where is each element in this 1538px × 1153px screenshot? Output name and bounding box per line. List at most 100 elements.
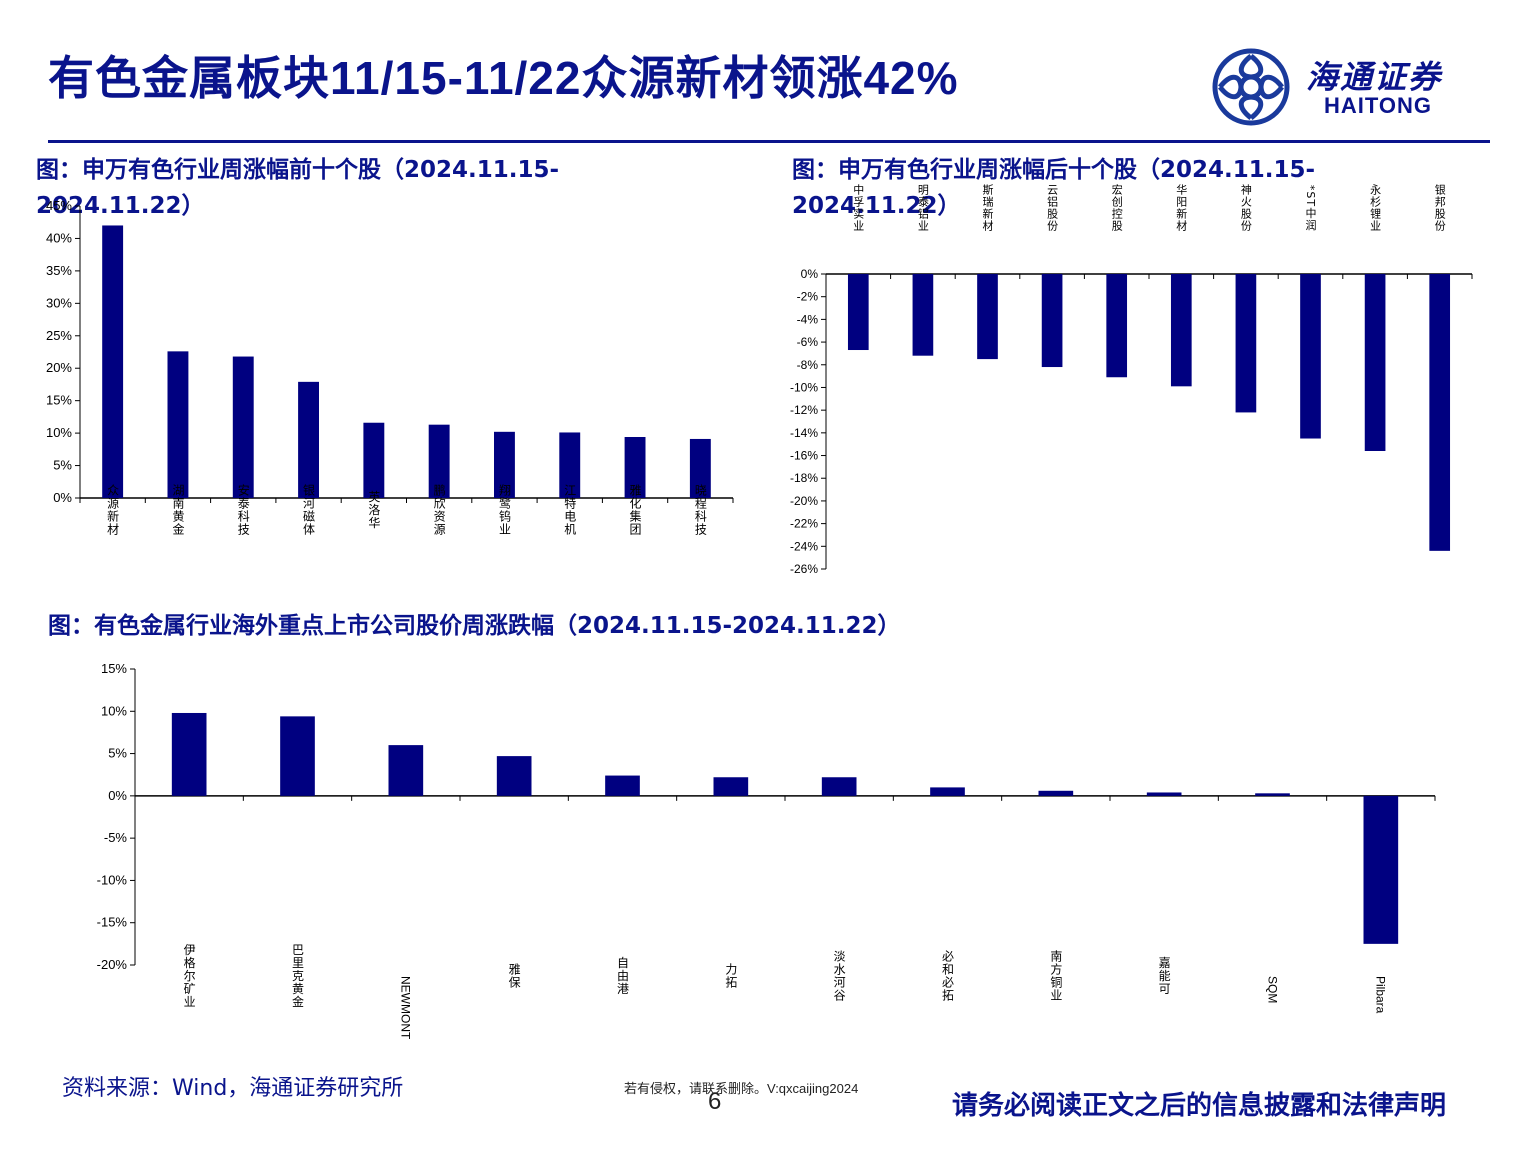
x-tick-label: 淡水河谷 (832, 950, 846, 1002)
bar-6 (713, 777, 749, 796)
y-tick-label: 5% (53, 458, 72, 473)
x-tick-label: 众源新材 (106, 484, 120, 536)
y-tick-label: -22% (790, 517, 818, 531)
bar-10 (1429, 274, 1451, 551)
bar-9 (1038, 790, 1074, 796)
x-tick-label: 华阳新材 (1175, 183, 1188, 232)
bar-6 (1170, 274, 1192, 387)
bar-2 (167, 351, 189, 498)
bar-7 (821, 777, 857, 796)
y-tick-label: -10% (97, 872, 128, 887)
y-tick-label: 10% (101, 703, 127, 718)
bar-7 (1235, 274, 1257, 413)
bar-8 (559, 432, 581, 498)
y-tick-label: -16% (790, 449, 818, 463)
chart2-caption-line1: 图：申万有色行业周涨幅后十个股（2024.11.15- (792, 157, 1316, 183)
bar-4 (496, 756, 532, 796)
y-tick-label: 0% (108, 788, 127, 803)
y-tick-label: -10% (790, 380, 818, 394)
x-tick-label: 银邦股份 (1433, 183, 1446, 232)
bar-4 (298, 381, 319, 498)
x-tick-label: 伊格尔矿业 (182, 943, 196, 1008)
bar-6 (428, 424, 450, 498)
chart1-caption-line2: 2024.11.22） (36, 193, 205, 219)
chart1-caption: 图：申万有色行业周涨幅前十个股（2024.11.15- 2024.11.22） (36, 152, 559, 224)
bar-9 (1364, 274, 1386, 451)
x-tick-label: 神火股份 (1239, 183, 1252, 232)
bar-9 (624, 437, 646, 498)
bar-7 (494, 431, 515, 498)
x-tick-label: 湖南黄金 (171, 483, 185, 536)
x-tick-label: 银河磁体 (302, 484, 316, 536)
y-tick-label: -4% (797, 312, 819, 326)
bar-1 (847, 274, 869, 351)
bar-1 (102, 225, 124, 498)
y-tick-label: 15% (101, 661, 127, 676)
overseas-companies-bar-chart: 15% 10% 5% 0% -5% -10% -15% -20% 伊格尔矿业 巴里克黄金 NEWMO… (97, 661, 1436, 1040)
top-losers-bar-chart: 0% -2% -4% -6% -8% -10% -12% -14% -16% -18% -20% -2… (790, 183, 1473, 576)
bar-3 (388, 745, 424, 796)
footer-source: 资料来源：Wind，海通证券研究所 (62, 1076, 404, 1101)
bar-3 (977, 274, 998, 360)
y-tick-label: 35% (46, 263, 72, 278)
bar-2 (280, 716, 315, 796)
logo-english-text: HAITONG (1324, 93, 1433, 118)
bar-8 (930, 787, 965, 796)
y-tick-label: 25% (46, 328, 72, 343)
y-tick-label: -5% (104, 830, 128, 845)
bar-8 (1300, 274, 1321, 439)
top-gainers-bar-chart: 0% 5% 10% 15% 20% 25% 30% 35% 40% 45% 众源新材 湖南黄金 安泰科技… (46, 198, 734, 536)
x-tick-label: NEWMONT (399, 976, 413, 1040)
x-tick-label: 鹏欣资源 (432, 484, 446, 536)
bar-5 (605, 775, 640, 796)
x-tick-label: 雅化集团 (628, 483, 642, 536)
haitong-logo-icon (1212, 48, 1290, 126)
y-tick-label: 0% (53, 490, 72, 505)
y-tick-label: -20% (790, 494, 818, 508)
y-tick-label: -15% (97, 915, 128, 930)
bar-2 (912, 274, 934, 356)
bar-5 (363, 422, 385, 498)
y-tick-label: -24% (790, 539, 818, 553)
chart3-caption: 图：有色金属行业海外重点上市公司股价周涨跌幅（2024.11.15-2024.1… (48, 613, 901, 639)
x-tick-label: 江特电机 (563, 484, 577, 536)
bar-1 (171, 712, 207, 796)
bar-5 (1106, 274, 1128, 378)
footer-note: 若有侵权，请联系删除。V:qxcaijing2024 (624, 1081, 859, 1096)
page-number: 6 (708, 1088, 722, 1115)
x-tick-label: 巴里克黄金 (291, 944, 305, 1009)
x-tick-label: *ST中润 (1304, 185, 1317, 231)
x-tick-label: 嘉能可 (1157, 956, 1171, 995)
bar-12 (1363, 795, 1399, 944)
y-tick-label: 15% (46, 393, 72, 408)
x-tick-label: SQM (1265, 976, 1279, 1003)
x-tick-label: 云铝股份 (1046, 184, 1059, 232)
x-tick-label: 自由港 (616, 956, 630, 995)
bar-10 (1146, 792, 1182, 796)
logo-chinese-text: 海通证券 (1306, 58, 1443, 96)
y-tick-label: -8% (797, 358, 819, 372)
chart1-caption-line1: 图：申万有色行业周涨幅前十个股（2024.11.15- (36, 157, 560, 183)
y-tick-label: -20% (97, 957, 128, 972)
y-tick-label: -14% (790, 426, 818, 440)
x-tick-label: Pilbara (1374, 976, 1388, 1014)
bar-11 (1255, 793, 1290, 796)
y-tick-label: -2% (797, 290, 819, 304)
y-tick-label: -26% (790, 562, 818, 576)
x-tick-label: 明泰铝业 (916, 184, 929, 232)
x-tick-label: 斯瑞新材 (981, 184, 994, 232)
bar-3 (232, 356, 254, 498)
page-title: 有色金属板块11/15-11/22众源新材领涨42% (48, 52, 959, 104)
y-tick-label: -6% (797, 335, 819, 349)
x-tick-label: 永杉锂业 (1369, 183, 1382, 232)
x-tick-label: 安泰科技 (236, 483, 250, 536)
footer-legal: 请务必阅读正文之后的信息披露和法律声明 (952, 1091, 1447, 1121)
y-tick-label: 10% (46, 425, 72, 440)
x-tick-label: 翔鹭钨业 (497, 484, 511, 536)
chart2-caption-line2: 2024.11.22） (792, 193, 961, 219)
y-tick-label: 30% (46, 295, 72, 310)
x-tick-label: 必和必拓 (941, 950, 955, 1002)
x-tick-label: 南方铜业 (1049, 949, 1063, 1002)
bar-10 (689, 438, 711, 498)
bar-4 (1041, 274, 1063, 368)
